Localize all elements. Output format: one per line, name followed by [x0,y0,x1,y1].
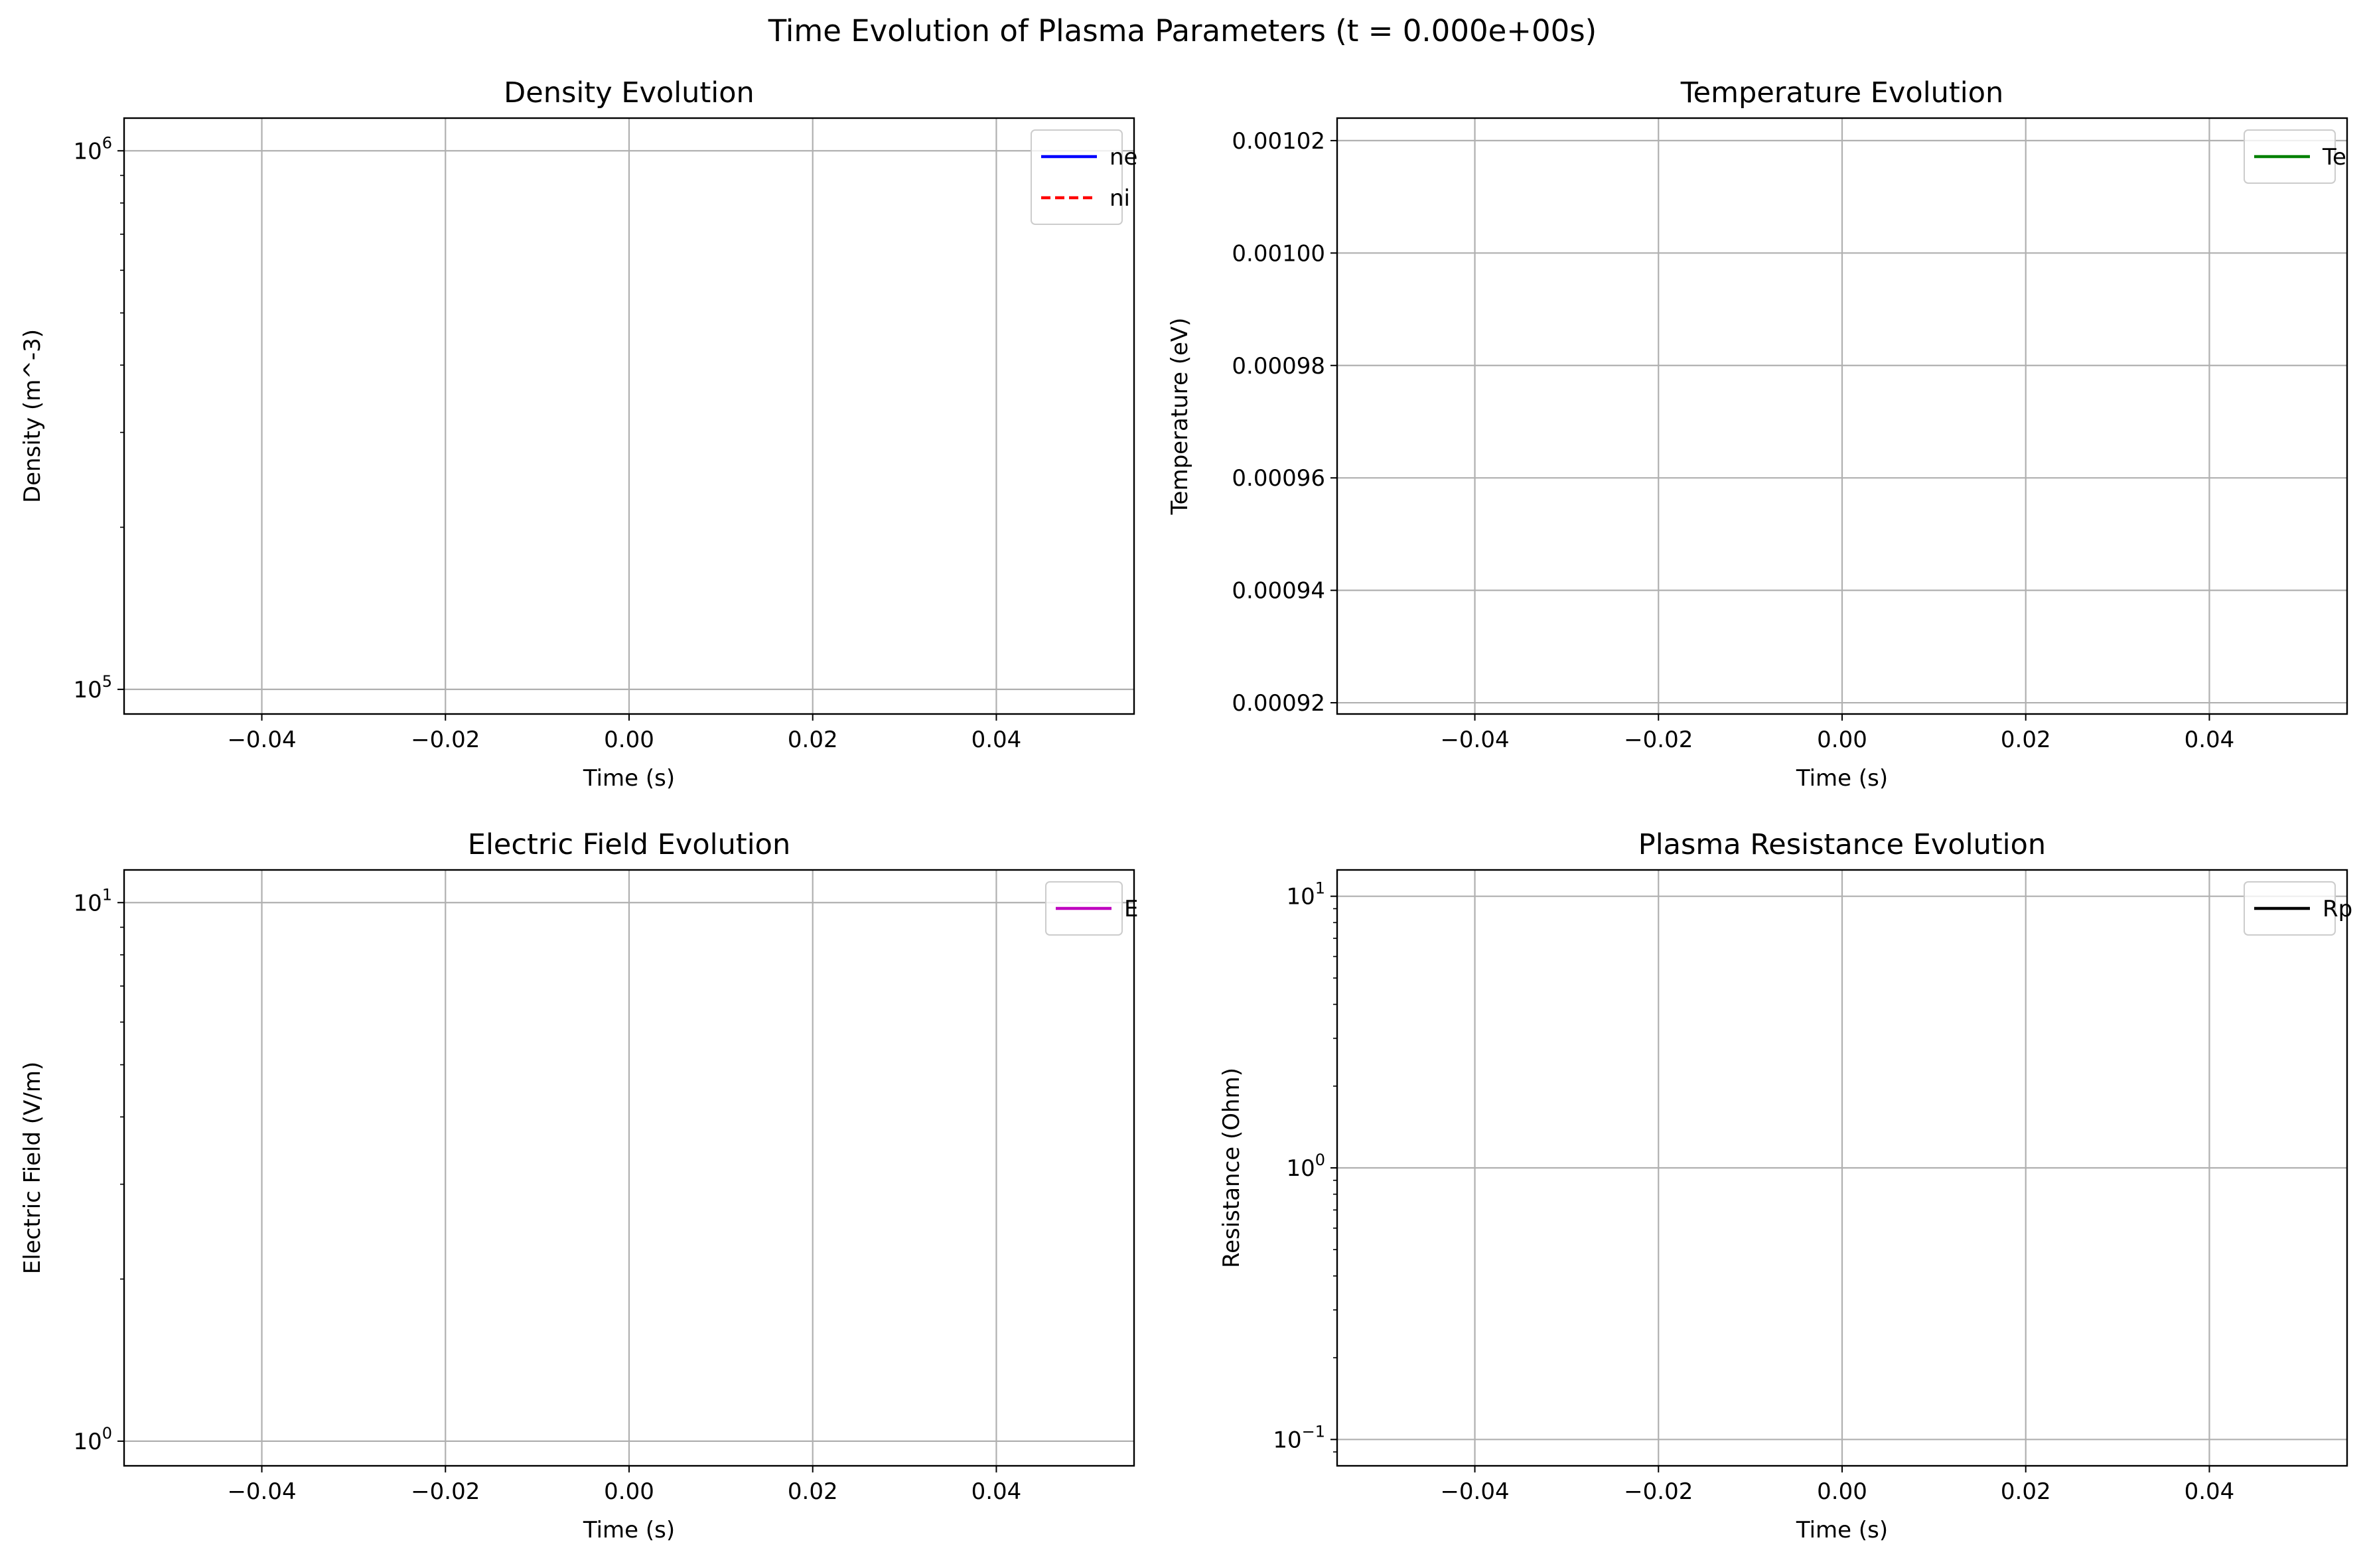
x-tick-label: −0.02 [1624,1478,1693,1505]
legend-box [1031,129,1123,225]
y-tick-label: 101 [1286,879,1325,910]
y-tick-label: 0.00096 [1232,465,1325,492]
subplot-title: Plasma Resistance Evolution [1638,828,2046,861]
legend-label-Rp: Rp [2323,896,2352,922]
x-tick-label: 0.00 [1817,1478,1867,1505]
x-tick-label: 0.02 [788,727,838,753]
legend-label-E: E [1124,896,1138,922]
x-tick-label: −0.04 [1440,1478,1509,1505]
axes-frame [123,869,1135,1467]
x-tick-label: 0.04 [2185,727,2235,753]
y-tick-label: 0.00094 [1232,578,1325,605]
axes-frame [1336,117,2348,715]
y-tick-label: 10−1 [1273,1422,1325,1453]
y-tick-label-base: 10 [73,1429,102,1455]
y-tick-label: 105 [73,672,112,703]
x-tick-label: 0.00 [604,727,654,753]
y-tick-label-exponent: 1 [1315,879,1325,898]
x-tick-label: 0.04 [971,1478,1022,1505]
x-tick-label: −0.02 [411,727,480,753]
x-tick-label: 0.00 [604,1478,654,1505]
y-axis-label: Temperature (eV) [1167,318,1193,516]
x-tick-label: 0.02 [2001,727,2051,753]
y-tick-label: 101 [73,885,112,916]
y-tick-label-exponent: 0 [1315,1151,1325,1169]
y-tick-label: 106 [73,133,112,165]
legend-label-ni: ni [1110,185,1130,212]
x-tick-label: −0.04 [227,727,296,753]
y-tick-label: 100 [73,1424,112,1455]
subplot-2: −0.04 −0.02 0.00 0.02 0.04 0.00092 0.00094 0.00… [1167,76,2348,792]
y-tick-label-exponent: 5 [102,672,112,691]
x-axis-label: Time (s) [1796,765,1888,792]
y-tick-label: 100 [1286,1151,1325,1182]
x-tick-label: −0.02 [411,1478,480,1505]
x-tick-label: −0.04 [1440,727,1509,753]
y-tick-label-exponent: 6 [102,133,112,152]
subplot-title: Density Evolution [504,76,754,109]
y-tick-label-base: 10 [73,890,102,916]
x-tick-label: 0.02 [2001,1478,2051,1505]
y-axis-label: Resistance (Ohm) [1218,1068,1245,1268]
legend: ne ni [1031,129,1137,225]
figure-suptitle: Time Evolution of Plasma Parameters (t =… [768,13,1597,48]
y-tick-label-base: 10 [1273,1427,1301,1453]
x-tick-label: 0.04 [971,727,1022,753]
y-tick-label: 0.00102 [1232,128,1325,155]
y-tick-label: 0.00092 [1232,690,1325,717]
x-axis-label: Time (s) [583,1517,675,1543]
y-axis-label: Density (m^-3) [19,329,46,503]
x-axis-label: Time (s) [1796,1517,1888,1543]
y-tick-label-exponent: 1 [102,885,112,904]
y-tick-label-base: 10 [1286,884,1315,910]
x-tick-label: −0.04 [227,1478,296,1505]
y-tick-label-base: 10 [1286,1155,1315,1182]
subplot-title: Temperature Evolution [1680,76,2004,109]
legend: E [1045,881,1138,936]
x-tick-label: −0.02 [1624,727,1693,753]
axes-frame [1336,869,2348,1467]
y-axis-label: Electric Field (V/m) [19,1062,46,1274]
y-tick-label-exponent: 0 [102,1424,112,1443]
legend-label-Te: Te [2322,144,2346,171]
y-tick-label-base: 10 [73,677,102,703]
x-axis-label: Time (s) [583,765,675,792]
legend-label-ne: ne [1110,144,1137,171]
y-tick-label-base: 10 [73,138,102,165]
x-tick-label: 0.00 [1817,727,1867,753]
axes-frame [123,117,1135,715]
y-tick-label: 0.00098 [1232,353,1325,380]
y-tick-label: 0.00100 [1232,240,1325,267]
legend: Rp [2244,881,2352,936]
x-tick-label: 0.02 [788,1478,838,1505]
x-tick-label: 0.04 [2185,1478,2235,1505]
y-tick-label-exponent: −1 [1302,1422,1325,1441]
subplot-title: Electric Field Evolution [468,828,790,861]
legend: Te [2244,129,2346,184]
